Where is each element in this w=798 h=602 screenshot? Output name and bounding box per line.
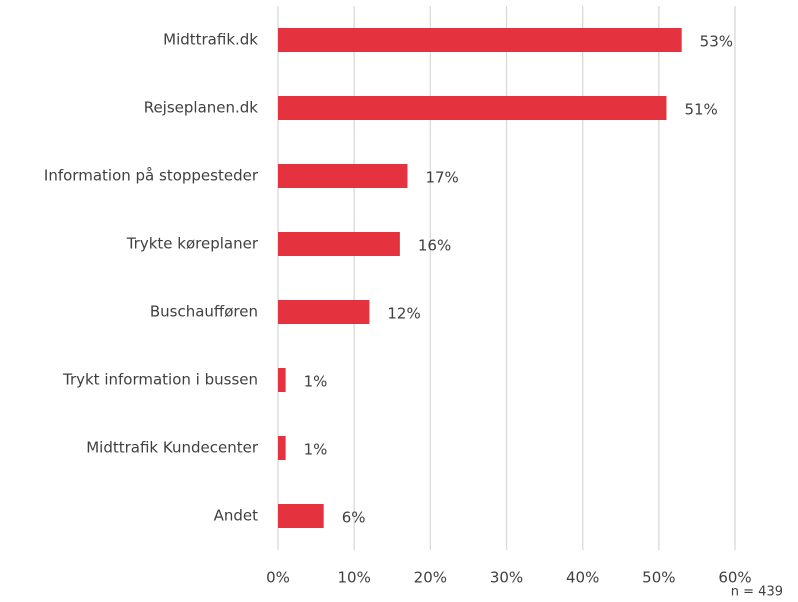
x-tick-label: 10% (337, 569, 370, 587)
x-tick-label: 50% (642, 569, 675, 587)
y-tick-label: Midttrafik Kundecenter (86, 439, 259, 457)
bar (278, 164, 408, 188)
y-tick-label: Midttrafik.dk (163, 31, 258, 49)
data-label: 53% (700, 33, 733, 51)
bar (278, 96, 667, 120)
x-tick-label: 20% (414, 569, 447, 587)
x-tick-label: 40% (566, 569, 599, 587)
y-tick-label: Information på stoppesteder (44, 167, 259, 185)
bar (278, 300, 370, 324)
bar (278, 368, 286, 392)
x-tick-label: 0% (266, 569, 290, 587)
bar (278, 436, 286, 460)
y-tick-label: Buschaufføren (150, 303, 258, 321)
bar (278, 504, 324, 528)
data-label: 1% (304, 441, 328, 459)
data-label: 1% (304, 373, 328, 391)
bar (278, 232, 400, 256)
data-label: 12% (387, 305, 420, 323)
bar (278, 28, 682, 52)
annotation: n = 439 (731, 585, 783, 600)
data-label: 16% (418, 237, 451, 255)
x-tick-label: 60% (718, 569, 751, 587)
y-tick-label: Trykt information i bussen (62, 371, 258, 389)
data-label: 51% (684, 101, 717, 119)
x-tick-label: 30% (490, 569, 523, 587)
y-tick-label: Andet (214, 507, 259, 525)
data-label: 6% (342, 509, 366, 527)
data-label: 17% (425, 169, 458, 187)
y-tick-label: Trykte køreplaner (126, 235, 259, 253)
y-tick-label: Rejseplanen.dk (144, 99, 259, 117)
